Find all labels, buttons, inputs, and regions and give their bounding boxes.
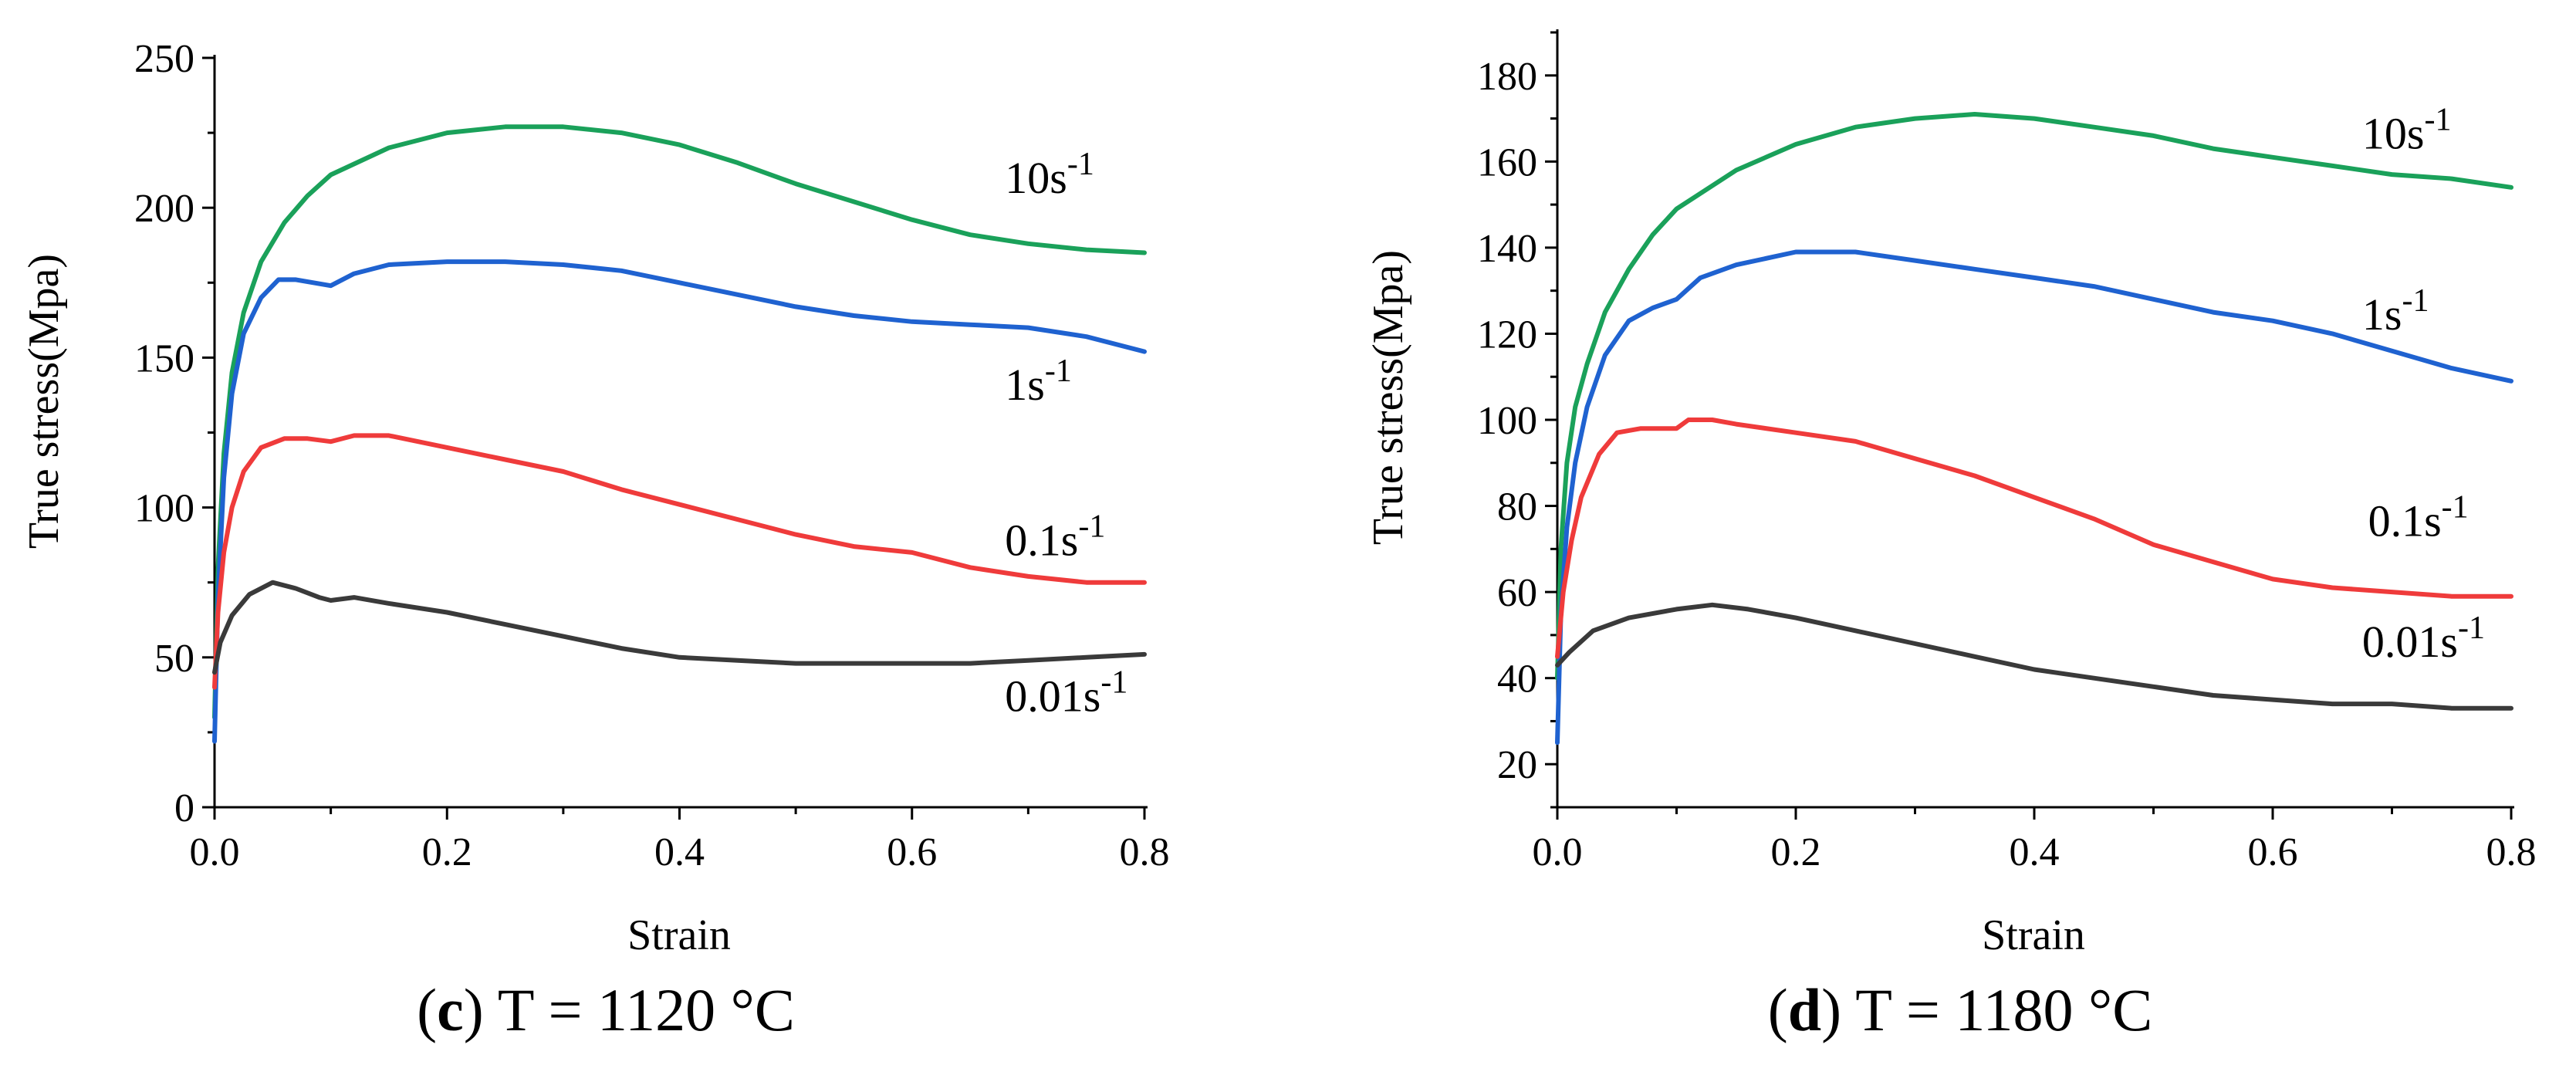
panel-d-series-01s-1-label-sup: -1 <box>2442 490 2469 526</box>
panel-d-series-1s-1-line <box>1555 249 2513 746</box>
panel-c-x-tick-label: 0.6 <box>887 830 937 874</box>
panel-d-series-1s-1-label: 1s-1 <box>2362 283 2429 340</box>
panel-d-y-tick-label: 100 <box>1477 399 1537 443</box>
panel-d-series-01s-1-line <box>1555 418 2513 659</box>
panel-d-x-tick-label: 0.6 <box>2248 830 2298 874</box>
panel-d-y-tick-label: 20 <box>1497 743 1537 787</box>
panel-d-y-tick-label: 60 <box>1497 571 1537 615</box>
panel-c-series-01s-1-label: 0.1s-1 <box>1005 509 1105 566</box>
panel-c-y-tick-label: 0 <box>174 786 194 830</box>
panel-d-x-axis-title: Strain <box>1982 911 2085 959</box>
panel-c-caption: (c) T = 1120 °C <box>417 976 795 1043</box>
panel-d-caption-letter: d <box>1788 976 1821 1043</box>
panel-c-series-01s-1-label-sup: -1 <box>1078 509 1105 545</box>
panel-c-series-1s-1-label: 1s-1 <box>1005 353 1072 410</box>
panel-c: True stress(Mpa) Strain (c) T = 1120 °C … <box>20 37 1170 1043</box>
panel-c-x-tick-label: 0.0 <box>190 830 240 874</box>
panel-c-y-tick-label: 50 <box>154 637 194 681</box>
panel-d-x-tick-label: 0.0 <box>1533 830 1583 874</box>
panel-d-y-axis-title: True stress(Mpa) <box>1364 250 1412 545</box>
panel-d-y-tick-label: 40 <box>1497 658 1537 702</box>
panel-d-series-1s-1-label-sup: -1 <box>2402 283 2429 319</box>
panel-d-series-001s-1-label: 0.01s-1 <box>2362 610 2485 667</box>
panel-c-series-1s-1-label-base: 1s <box>1005 360 1045 410</box>
panel-d-series-10s-1-label-base: 10s <box>2362 109 2425 159</box>
panel-c-series-001s-1-label-base: 0.01s <box>1005 671 1100 722</box>
panel-c-series-01s-1-label-base: 0.1s <box>1005 516 1078 566</box>
panel-c-series-10s-1-line <box>212 124 1147 720</box>
panel-c-series-10s-1-label: 10s-1 <box>1005 147 1094 203</box>
panel-c-x-tick-label: 0.2 <box>422 830 472 874</box>
panel-d-series-01s-1-label: 0.1s-1 <box>2368 490 2469 546</box>
panel-d-y-tick-label: 160 <box>1477 140 1537 184</box>
panel-d-series-1s-1-label-base: 1s <box>2362 289 2402 340</box>
panel-c-y-tick-label: 250 <box>134 37 194 81</box>
panel-d-series-10s-1-label-sup: -1 <box>2424 103 2451 138</box>
panel-c-series-1s-1-label-sup: -1 <box>1045 353 1072 389</box>
panel-d-x-tick-label: 0.2 <box>1771 830 1821 874</box>
panel-d-series-001s-1-line <box>1555 602 2513 711</box>
panel-d-y-tick-label: 180 <box>1477 55 1537 99</box>
panel-c-x-tick-label: 0.4 <box>654 830 705 874</box>
panel-c-series-001s-1-label: 0.01s-1 <box>1005 665 1127 722</box>
panel-c-series-001s-1-label-sup: -1 <box>1100 665 1127 701</box>
panel-d-series-001s-1-label-sup: -1 <box>2458 610 2485 646</box>
panel-c-y-tick-label: 100 <box>134 487 194 531</box>
panel-d-series-10s-1-label: 10s-1 <box>2362 103 2452 159</box>
panel-d-y-tick-label: 80 <box>1497 485 1537 529</box>
panel-c-caption-letter: c <box>437 976 464 1043</box>
panel-d-caption: (d) T = 1180 °C <box>1768 976 2153 1043</box>
panel-c-x-axis-title: Strain <box>627 911 731 959</box>
panel-d-x-tick-label: 0.8 <box>2486 830 2537 874</box>
panel-c-series-1s-1-line <box>212 259 1147 744</box>
panel-d-x-tick-label: 0.4 <box>2010 830 2060 874</box>
panel-d-y-tick-label: 140 <box>1477 227 1537 271</box>
panel-d: True stress(Mpa) Strain (d) T = 1180 °C … <box>1364 29 2537 1043</box>
panel-d-caption-text: T = 1180 °C <box>1855 976 2152 1043</box>
panel-c-series-10s-1-label-base: 10s <box>1005 153 1067 203</box>
panel-d-series-10s-1-line <box>1555 112 2513 681</box>
panel-c-series-001s-1-line <box>212 580 1147 675</box>
panel-c-y-axis-title: True stress(Mpa) <box>20 254 68 549</box>
panel-c-series-10s-1-label-sup: -1 <box>1067 147 1094 182</box>
panel-c-caption-text: T = 1120 °C <box>498 976 795 1043</box>
panel-d-y-tick-label: 120 <box>1477 313 1537 357</box>
panel-c-series-01s-1-line <box>212 433 1147 690</box>
panel-d-series-001s-1-label-base: 0.01s <box>2362 617 2458 667</box>
panel-c-y-tick-label: 200 <box>134 187 194 231</box>
panel-c-x-tick-label: 0.8 <box>1120 830 1170 874</box>
panel-d-series-01s-1-label-base: 0.1s <box>2368 496 2442 546</box>
panel-c-y-tick-label: 150 <box>134 336 194 380</box>
